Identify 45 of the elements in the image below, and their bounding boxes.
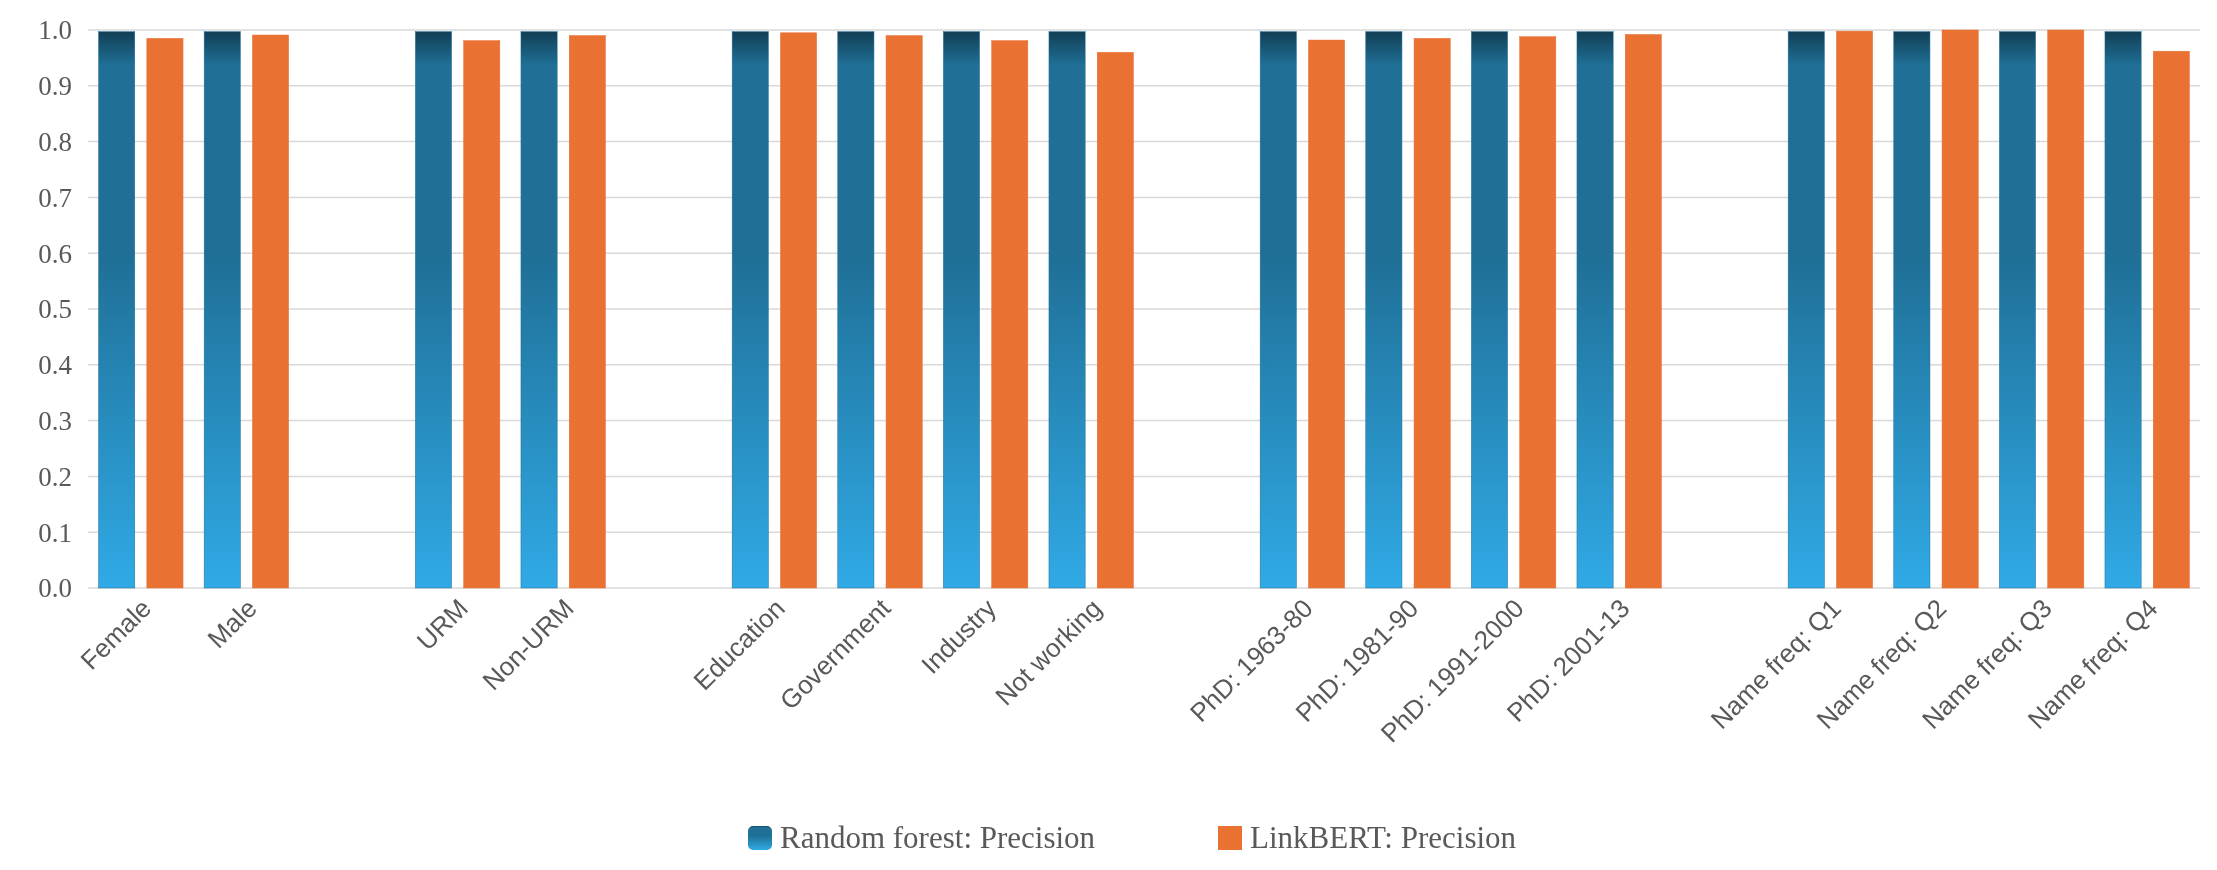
y-tick-label: 0.8 [38, 127, 72, 158]
bar [98, 31, 136, 589]
bar [568, 35, 606, 589]
bar [1048, 31, 1086, 589]
bar [1259, 31, 1297, 589]
bar [1624, 34, 1662, 589]
y-tick-label: 0.5 [38, 294, 72, 325]
bar [885, 35, 923, 589]
legend-label: LinkBERT: Precision [1250, 820, 1517, 855]
bar [2104, 31, 2142, 589]
bar [2047, 29, 2085, 589]
bar [1941, 29, 1979, 589]
bar [1471, 31, 1508, 589]
legend-label: Random forest: Precision [780, 820, 1096, 855]
bar [146, 38, 184, 589]
bar [1096, 52, 1134, 589]
bar [837, 31, 875, 589]
bar [463, 40, 501, 589]
y-tick-label: 0.4 [38, 350, 73, 381]
bar [1836, 30, 1873, 589]
bar [1576, 31, 1614, 589]
bar [1787, 31, 1825, 589]
bar [991, 40, 1029, 589]
bar [1999, 31, 2036, 589]
bar [2152, 50, 2190, 589]
bar [1519, 36, 1557, 589]
bar [731, 31, 769, 589]
y-tick-label: 0.0 [38, 573, 72, 604]
bar [1413, 38, 1451, 589]
bar [1893, 31, 1931, 589]
y-tick-label: 0.2 [38, 461, 72, 492]
bar [1308, 39, 1345, 589]
bar [780, 32, 817, 589]
y-tick-label: 0.6 [38, 238, 72, 269]
y-tick-label: 0.7 [38, 182, 72, 213]
y-tick-label: 0.1 [38, 517, 72, 548]
y-tick-label: 0.9 [38, 71, 72, 102]
bar [203, 31, 241, 589]
y-tick-label: 1.0 [38, 15, 72, 46]
bar [252, 34, 289, 589]
bar [520, 31, 558, 589]
bar [415, 31, 452, 589]
bar [1365, 31, 1403, 589]
bar [943, 31, 980, 589]
y-tick-label: 0.3 [38, 406, 72, 437]
